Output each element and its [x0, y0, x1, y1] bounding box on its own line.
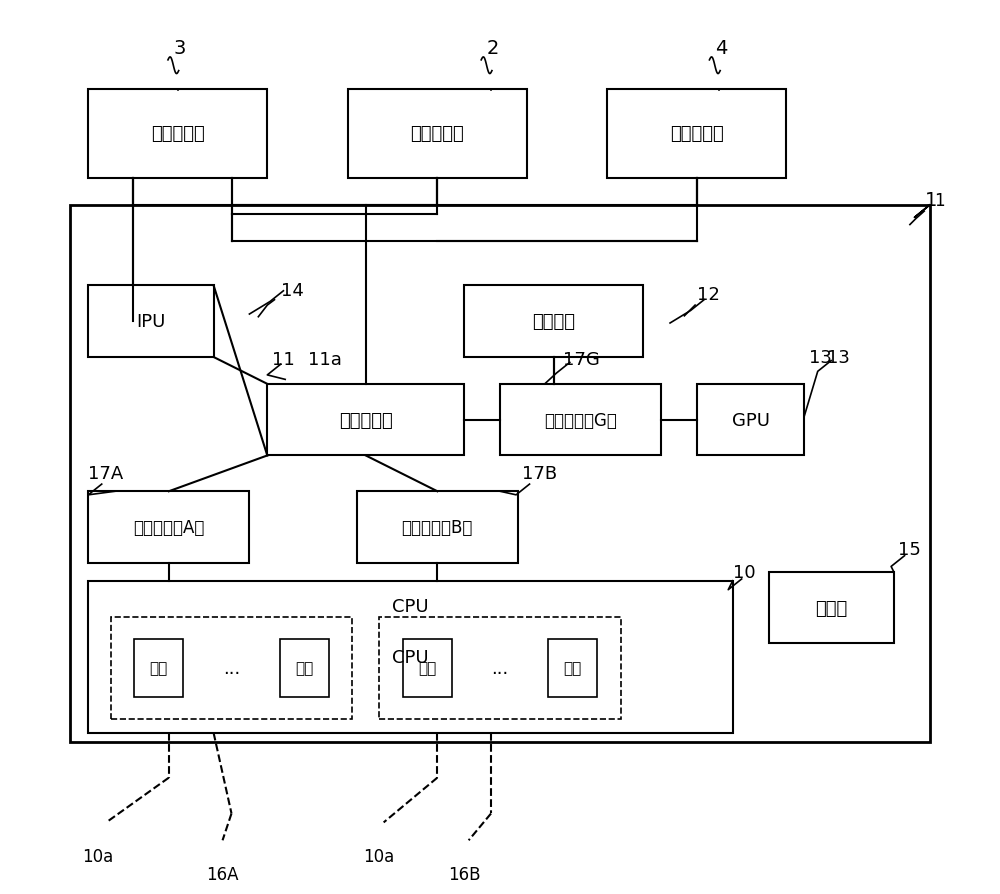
Text: ...: ... — [491, 659, 509, 678]
FancyBboxPatch shape — [379, 617, 621, 720]
FancyBboxPatch shape — [464, 286, 643, 358]
Text: 12: 12 — [697, 286, 720, 304]
Text: 17G: 17G — [563, 350, 599, 368]
Text: 核心: 核心 — [564, 661, 582, 676]
Text: 10a: 10a — [364, 848, 395, 865]
FancyBboxPatch shape — [697, 384, 804, 456]
Text: 2: 2 — [487, 39, 499, 58]
Text: IPU: IPU — [136, 313, 166, 331]
Text: CPU: CPU — [392, 648, 429, 666]
Text: 13: 13 — [827, 349, 850, 367]
Text: 通信部: 通信部 — [815, 599, 847, 617]
FancyBboxPatch shape — [500, 384, 661, 456]
FancyBboxPatch shape — [88, 581, 733, 733]
FancyBboxPatch shape — [548, 639, 597, 697]
FancyBboxPatch shape — [88, 286, 214, 358]
FancyBboxPatch shape — [280, 639, 329, 697]
Text: 16B: 16B — [448, 865, 480, 883]
Text: 16A: 16A — [206, 865, 239, 883]
Text: 11: 11 — [272, 350, 295, 368]
Text: ...: ... — [223, 659, 240, 678]
Text: 10: 10 — [733, 563, 755, 581]
FancyBboxPatch shape — [403, 639, 452, 697]
Text: CPU: CPU — [392, 597, 429, 615]
Text: 平视显示器: 平视显示器 — [670, 125, 724, 143]
Text: 仪表显示器: 仪表显示器 — [410, 125, 464, 143]
Text: 15: 15 — [898, 541, 921, 559]
Text: 高速缓存（G）: 高速缓存（G） — [544, 411, 617, 429]
FancyBboxPatch shape — [70, 206, 930, 742]
Text: 主存储器: 主存储器 — [532, 313, 575, 331]
Text: 4: 4 — [715, 39, 727, 58]
Text: GPU: GPU — [732, 411, 770, 429]
FancyBboxPatch shape — [768, 572, 894, 644]
Text: 3: 3 — [173, 39, 186, 58]
Text: 10a: 10a — [82, 848, 113, 865]
FancyBboxPatch shape — [607, 89, 786, 179]
FancyBboxPatch shape — [88, 492, 249, 563]
Text: 17A: 17A — [88, 465, 124, 483]
Text: 核心: 核心 — [150, 661, 168, 676]
Text: 高速缓存（A）: 高速缓存（A） — [133, 519, 205, 536]
Text: 核心: 核心 — [295, 661, 313, 676]
FancyBboxPatch shape — [134, 639, 183, 697]
Text: 总线主控器: 总线主控器 — [339, 411, 393, 429]
Text: 核心: 核心 — [418, 661, 436, 676]
Text: 11a: 11a — [308, 350, 341, 368]
FancyBboxPatch shape — [267, 384, 464, 456]
Text: 中央显示器: 中央显示器 — [151, 125, 205, 143]
Text: 13: 13 — [809, 349, 832, 367]
FancyBboxPatch shape — [357, 492, 518, 563]
FancyBboxPatch shape — [348, 89, 527, 179]
FancyBboxPatch shape — [111, 617, 352, 720]
FancyBboxPatch shape — [88, 89, 267, 179]
Text: 1: 1 — [934, 192, 945, 210]
Text: 14: 14 — [281, 282, 304, 299]
Text: 1: 1 — [925, 191, 938, 210]
Text: 高速缓存（B）: 高速缓存（B） — [402, 519, 473, 536]
Text: 17B: 17B — [522, 465, 558, 483]
